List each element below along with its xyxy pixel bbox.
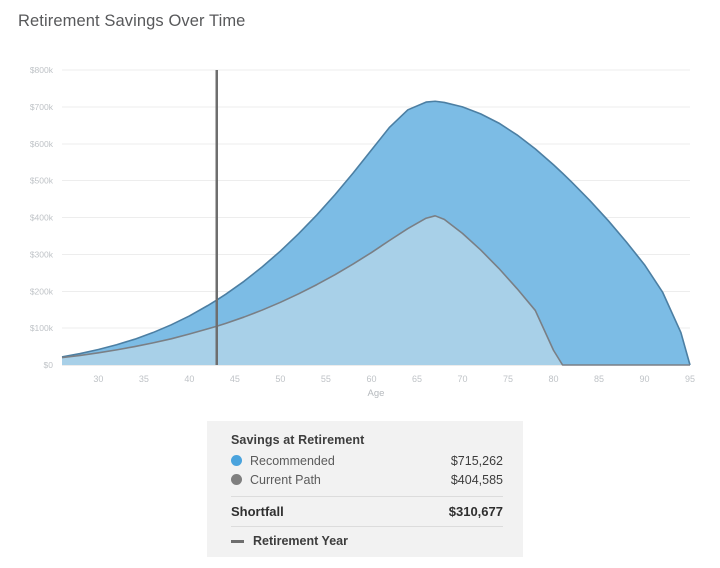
y-axis-tick-label: $300k bbox=[30, 249, 54, 259]
y-axis-tick-label: $700k bbox=[30, 102, 54, 112]
y-axis-tick-label: $500k bbox=[30, 176, 54, 186]
legend-label-current-path: Current Path bbox=[250, 472, 321, 487]
x-axis-tick-label: 80 bbox=[548, 374, 558, 384]
y-axis-tick-label: $200k bbox=[30, 286, 54, 296]
dash-marker-icon bbox=[231, 539, 244, 543]
page-title: Retirement Savings Over Time bbox=[18, 12, 246, 30]
y-axis-labels: $0 $100k $200k $300k $400k $500k $600k $700k $80… bbox=[30, 65, 54, 370]
x-axis-tick-label: 60 bbox=[366, 374, 376, 384]
y-axis-tick-label: $600k bbox=[30, 139, 54, 149]
x-axis-tick-label: 70 bbox=[457, 374, 467, 384]
x-axis-title: Age bbox=[368, 388, 385, 399]
y-axis-tick-label: $0 bbox=[44, 360, 54, 370]
legend-heading: Savings at Retirement bbox=[231, 433, 365, 447]
legend-value-current-path: $404,585 bbox=[450, 472, 503, 487]
shortfall-value: $310,677 bbox=[448, 504, 503, 519]
chart-plot-area: $0 $100k $200k $300k $400k $500k $600k $700k $80… bbox=[30, 65, 695, 399]
circle-marker-icon bbox=[231, 455, 242, 466]
x-axis-tick-label: 30 bbox=[93, 374, 103, 384]
legend-panel: Savings at Retirement Recommended $715,2… bbox=[207, 421, 523, 557]
shortfall-label: Shortfall bbox=[231, 504, 284, 519]
legend-row-recommended: Recommended $715,262 bbox=[231, 451, 503, 470]
legend-label-recommended: Recommended bbox=[250, 453, 335, 468]
x-axis-labels: 30 35 40 45 50 55 60 65 70 75 80 85 90 95 bbox=[93, 374, 695, 384]
area-line-recommended bbox=[61, 100, 691, 366]
legend-divider-top bbox=[231, 496, 503, 497]
area-series-group bbox=[61, 100, 691, 366]
x-axis-tick-label: 50 bbox=[275, 374, 285, 384]
area-line-current-path bbox=[61, 215, 690, 366]
x-axis-tick-label: 35 bbox=[139, 374, 149, 384]
y-axis-tick-label: $800k bbox=[30, 65, 54, 75]
circle-marker-icon bbox=[231, 474, 242, 485]
legend-row-current-path: Current Path $404,585 bbox=[231, 470, 503, 489]
y-axis-tick-label: $100k bbox=[30, 323, 54, 333]
shortfall-row: Shortfall $310,677 bbox=[231, 504, 503, 519]
x-axis-tick-label: 90 bbox=[639, 374, 649, 384]
y-axis-tick-label: $400k bbox=[30, 213, 54, 223]
x-axis-tick-label: 65 bbox=[412, 374, 422, 384]
x-axis-tick-label: 75 bbox=[503, 374, 513, 384]
x-axis-tick-label: 45 bbox=[230, 374, 240, 384]
area-fill-current-path bbox=[62, 215, 690, 365]
x-axis-tick-label: 95 bbox=[685, 374, 695, 384]
legend-value-recommended: $715,262 bbox=[450, 453, 503, 468]
x-axis-tick-label: 55 bbox=[321, 374, 331, 384]
legend-divider-bottom bbox=[231, 526, 503, 527]
legend-row-retirement-year: Retirement Year bbox=[231, 534, 503, 548]
chart-svg: $0 $100k $200k $300k $400k $500k $600k $700k $80… bbox=[30, 65, 695, 399]
x-axis-tick-label: 40 bbox=[184, 374, 194, 384]
x-axis-tick-label: 85 bbox=[594, 374, 604, 384]
legend-label-retirement-year: Retirement Year bbox=[253, 534, 348, 548]
